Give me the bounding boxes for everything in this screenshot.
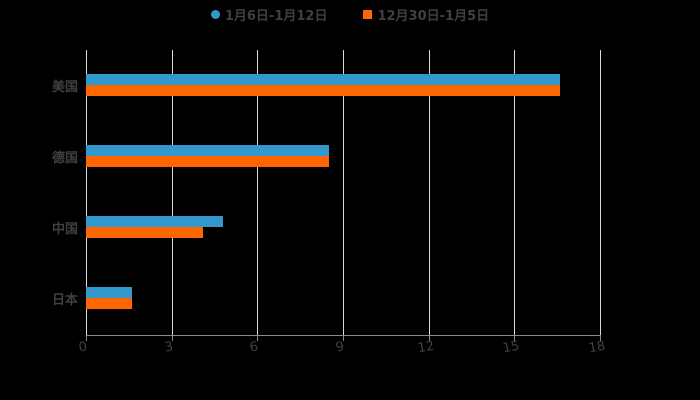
plot-area xyxy=(86,50,601,341)
x-tick-label: 15 xyxy=(501,338,521,357)
gridline xyxy=(343,50,344,335)
x-tick-label: 9 xyxy=(334,339,346,356)
x-tick xyxy=(600,335,601,341)
x-tick xyxy=(428,335,430,341)
legend-item-series-1[interactable]: 1月6日-1月12日 xyxy=(210,4,328,24)
x-tick-label: 12 xyxy=(416,338,436,357)
bar-series-2[interactable] xyxy=(86,84,561,96)
gridline xyxy=(257,50,259,335)
legend-swatch-blue-icon xyxy=(210,9,220,19)
x-tick xyxy=(343,335,344,341)
bar-series-2[interactable] xyxy=(86,227,204,239)
x-tick xyxy=(171,335,173,341)
gridline xyxy=(428,50,430,335)
y-category-label: 德国 xyxy=(51,150,78,166)
legend-label: 12月30日-1月5日 xyxy=(377,8,490,24)
bar-series-1[interactable] xyxy=(86,287,132,299)
gridline xyxy=(514,50,516,335)
gridline xyxy=(171,50,173,335)
bar-series-2[interactable] xyxy=(86,155,329,167)
bar-series-1[interactable] xyxy=(86,216,224,228)
x-tick-label: 3 xyxy=(163,339,175,356)
y-category-label: 中国 xyxy=(51,222,78,238)
x-tick xyxy=(514,335,516,341)
y-category-label: 美国 xyxy=(51,79,78,95)
legend-swatch-orange-icon xyxy=(363,9,373,19)
x-tick xyxy=(257,335,259,341)
x-tick xyxy=(86,335,87,341)
y-category-label: 日本 xyxy=(51,293,78,309)
legend-item-series-2[interactable]: 12月30日-1月5日 xyxy=(363,4,489,24)
chart-legend: 1月6日-1月12日 12月30日-1月5日 xyxy=(0,4,700,24)
bar-series-1[interactable] xyxy=(86,144,329,156)
legend-label: 1月6日-1月12日 xyxy=(224,8,328,24)
gridline xyxy=(86,50,87,335)
x-tick-label: 0 xyxy=(77,339,89,356)
bar-series-2[interactable] xyxy=(86,298,132,310)
x-tick-label: 18 xyxy=(587,338,607,357)
x-tick-label: 6 xyxy=(248,339,260,356)
bar-series-1[interactable] xyxy=(86,73,561,85)
gridline xyxy=(600,50,601,335)
